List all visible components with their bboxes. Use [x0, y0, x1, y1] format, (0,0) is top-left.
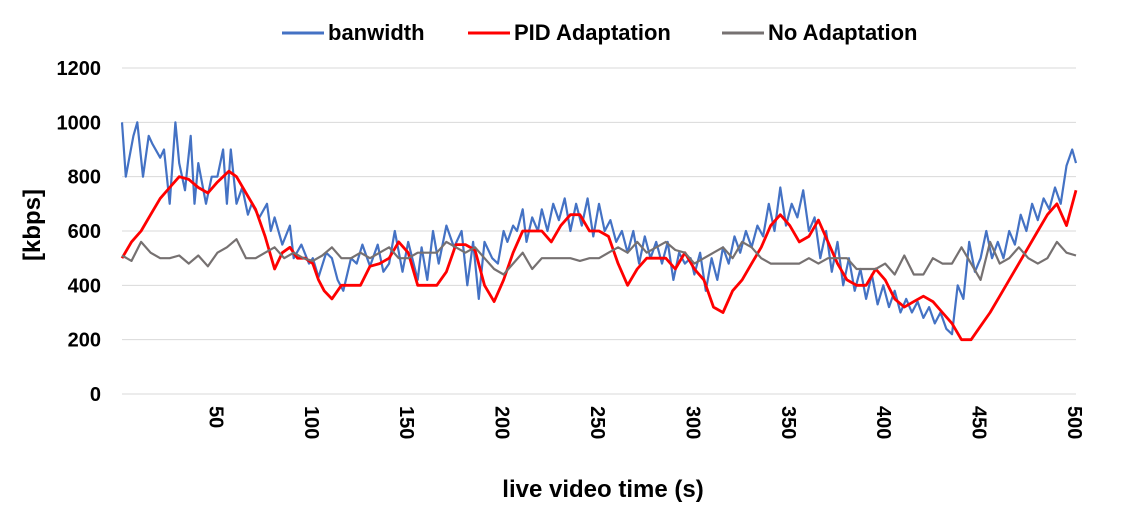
- x-tick-label: 300: [681, 406, 703, 439]
- series-line-no-adaptation: [121, 238, 1077, 281]
- x-axis-ticks: 50 100 150 200 250 300 350 400 450 500: [204, 406, 1085, 439]
- x-tick-label: 450: [968, 406, 990, 439]
- gridlines: [122, 67, 1076, 395]
- x-tick-label: 50: [204, 406, 226, 428]
- legend-label: banwidth: [328, 20, 425, 45]
- x-tick-label: 400: [872, 406, 894, 439]
- y-tick-label: 1200: [57, 58, 102, 80]
- x-axis-label: live video time (s): [502, 476, 703, 503]
- x-tick-label: 250: [586, 406, 608, 439]
- y-tick-label: 1000: [57, 112, 102, 134]
- legend-label: No Adaptation: [768, 20, 918, 45]
- y-axis-label: [kbps]: [19, 189, 46, 261]
- series-line-pid-adaptation: [120, 169, 1078, 342]
- x-tick-label: 500: [1063, 406, 1085, 439]
- y-tick-label: 200: [68, 330, 101, 352]
- x-tick-label: 150: [395, 406, 417, 439]
- legend: banwidth PID Adaptation No Adaptation: [282, 20, 918, 45]
- series-lines: [120, 121, 1078, 342]
- series-line-banwidth: [120, 121, 1078, 336]
- y-tick-label: 800: [68, 167, 101, 189]
- y-tick-label: 600: [68, 221, 101, 243]
- x-tick-label: 100: [300, 406, 322, 439]
- y-tick-label: 400: [68, 275, 101, 297]
- x-tick-label: 350: [777, 406, 799, 439]
- y-tick-label: 0: [90, 384, 101, 406]
- x-tick-label: 200: [491, 406, 513, 439]
- legend-label: PID Adaptation: [514, 20, 671, 45]
- y-axis-ticks: 0 200 400 600 800 1000 1200: [57, 58, 102, 406]
